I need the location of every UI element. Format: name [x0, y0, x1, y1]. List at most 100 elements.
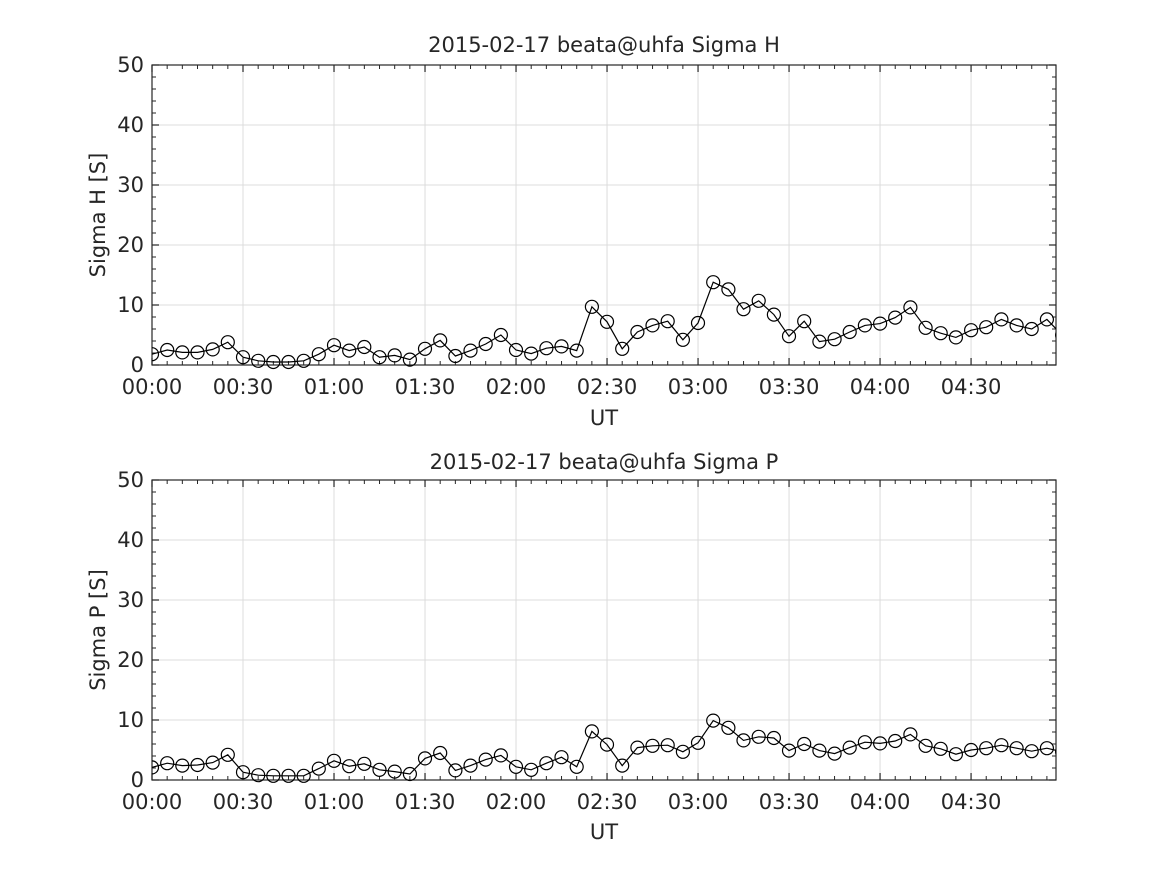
data-point [660, 314, 675, 329]
x-tick-label: 04:00 [850, 375, 911, 399]
x-tick-label: 00:00 [122, 790, 183, 814]
data-point [326, 753, 342, 768]
series-group [152, 275, 1056, 370]
data-point [1055, 331, 1056, 339]
x-tick-label: 00:30 [213, 790, 274, 814]
data-point [342, 759, 357, 774]
data-point [979, 320, 994, 335]
sigma-p-panel: 00:00 00:30 01:00 01:30 02:00 02:30 03:00 03:30… [86, 450, 1057, 844]
y-tick-label: 30 [117, 173, 144, 197]
data-point [963, 742, 979, 758]
y-tick-label: 20 [117, 648, 144, 672]
data-point [402, 766, 417, 782]
x-tick-label: 01:30 [395, 375, 456, 399]
data-point [645, 738, 660, 753]
data-point [493, 327, 508, 343]
y-tick-label: 50 [117, 468, 144, 492]
data-point [766, 730, 782, 746]
y-axis-label: Sigma P [S] [86, 569, 110, 691]
data-point [963, 323, 979, 338]
data-point [266, 354, 281, 370]
data-point [235, 350, 251, 365]
data-point [205, 755, 220, 770]
data-point [190, 345, 205, 360]
y-tick-label: 40 [117, 113, 144, 137]
y-tick-label: 0 [131, 768, 144, 792]
data-point [175, 345, 190, 360]
data-point [933, 741, 948, 756]
series-line [152, 719, 1056, 777]
x-tick-label: 01:30 [395, 790, 456, 814]
data-point [994, 312, 1009, 327]
data-point [220, 335, 235, 350]
y-tick-label: 0 [131, 353, 144, 377]
data-point [326, 338, 342, 353]
data-point [857, 318, 873, 333]
data-point [751, 729, 766, 744]
data-point [994, 738, 1009, 753]
data-point [478, 752, 493, 767]
x-tick-label: 02:30 [577, 375, 638, 399]
data-point [1055, 748, 1056, 756]
data-point [872, 736, 888, 751]
data-point [781, 743, 797, 758]
data-point [781, 329, 797, 344]
data-point [190, 757, 205, 773]
x-tick-label: 04:30 [941, 375, 1002, 399]
data-point [1009, 318, 1024, 333]
data-point [1024, 321, 1039, 337]
data-point [615, 758, 630, 773]
data-point [948, 747, 964, 762]
y-tick-label: 10 [117, 293, 144, 317]
data-point [524, 762, 539, 777]
y-tick-label: 10 [117, 708, 144, 732]
data-point [160, 342, 175, 358]
data-point [539, 756, 554, 771]
data-point [357, 339, 372, 355]
data-point [736, 302, 751, 317]
data-point [660, 738, 675, 753]
data-point [281, 354, 296, 370]
data-point [463, 758, 478, 773]
data-point [372, 350, 387, 365]
data-point [372, 762, 387, 777]
x-tick-label: 03:30 [759, 375, 820, 399]
data-point [266, 768, 281, 783]
y-tick-label: 20 [117, 233, 144, 257]
x-tick-label: 03:30 [759, 790, 820, 814]
axes-box [151, 64, 1057, 366]
data-point [569, 343, 584, 358]
data-point [402, 352, 417, 367]
data-point [1039, 312, 1055, 327]
data-point [554, 339, 569, 354]
data-point [630, 740, 645, 755]
data-point [690, 315, 706, 331]
data-point [417, 751, 433, 766]
data-point [599, 737, 615, 752]
y-tick-label: 50 [117, 53, 144, 77]
data-point [311, 761, 326, 776]
data-point [478, 336, 493, 352]
data-point [342, 343, 357, 358]
data-point [152, 760, 160, 775]
x-tick-label: 03:00 [668, 790, 729, 814]
data-point [1009, 741, 1024, 756]
data-point [797, 736, 812, 752]
data-point [706, 713, 721, 728]
series-group [152, 713, 1056, 783]
data-point [448, 763, 463, 778]
data-point [311, 347, 326, 362]
x-tick-label: 02:30 [577, 790, 638, 814]
data-point [387, 348, 402, 363]
data-point [736, 733, 751, 748]
data-point [857, 735, 873, 750]
y-tick-label: 30 [117, 588, 144, 612]
data-point [296, 768, 311, 783]
x-axis-label: UT [590, 820, 618, 844]
data-point [827, 332, 842, 347]
data-point [524, 346, 539, 361]
data-point [493, 748, 508, 763]
x-tick-label: 04:00 [850, 790, 911, 814]
data-point [721, 282, 736, 297]
data-point [903, 300, 918, 315]
